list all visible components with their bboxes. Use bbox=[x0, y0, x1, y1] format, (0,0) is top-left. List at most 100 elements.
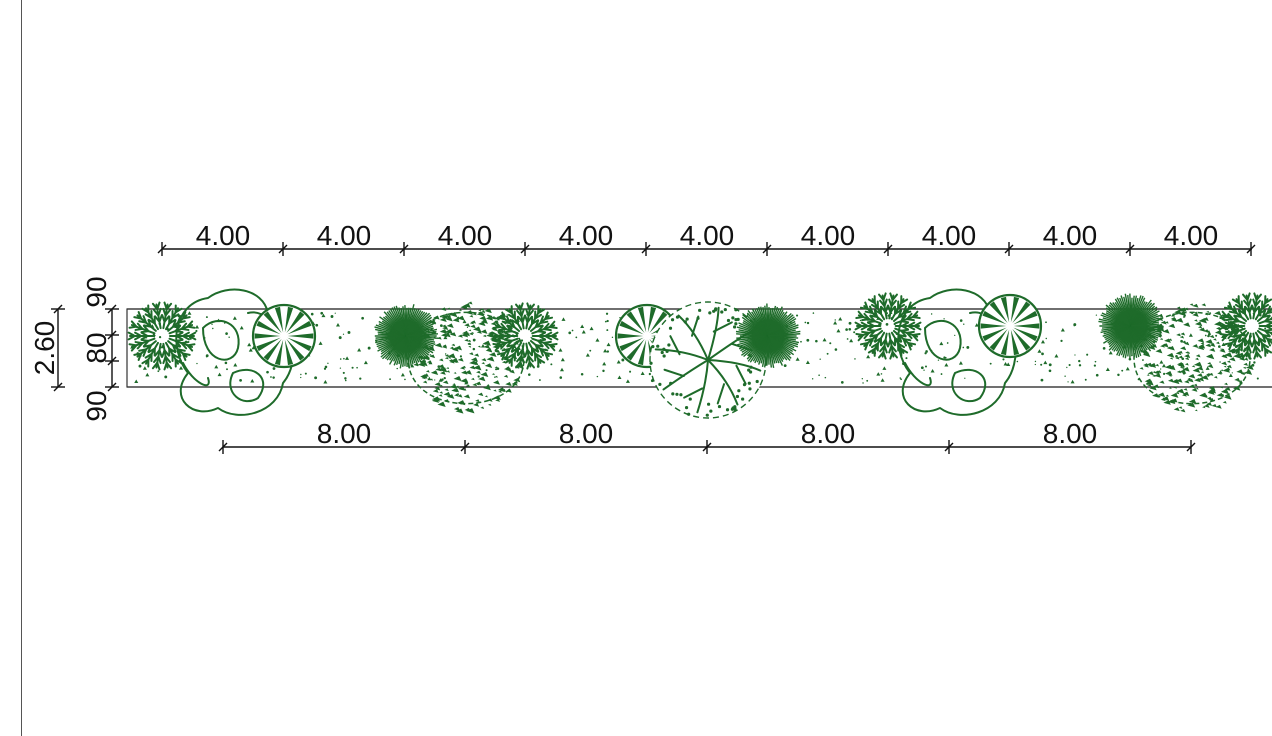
speckle bbox=[320, 311, 324, 315]
bottom-dim-label-4: 8.00 bbox=[1043, 418, 1098, 449]
top-dim-label-9: 4.00 bbox=[1164, 220, 1219, 251]
speckle bbox=[937, 359, 940, 361]
speckle bbox=[1095, 314, 1098, 316]
speckle bbox=[1228, 373, 1233, 378]
bottom-dim-tick bbox=[218, 440, 228, 454]
speckle bbox=[363, 360, 368, 365]
speckle bbox=[342, 333, 345, 335]
speckle bbox=[589, 326, 594, 331]
speckle bbox=[640, 371, 645, 375]
speckle bbox=[250, 378, 255, 383]
top-dim-label-6: 4.00 bbox=[801, 220, 856, 251]
speckle bbox=[946, 342, 949, 344]
speckle bbox=[943, 356, 946, 359]
speckle bbox=[853, 331, 856, 334]
speckle bbox=[443, 376, 446, 380]
top-dim-tick bbox=[278, 242, 288, 256]
speckle bbox=[866, 379, 869, 382]
speckle bbox=[1205, 366, 1210, 370]
speckle bbox=[811, 378, 814, 380]
speckle bbox=[1045, 337, 1048, 340]
speckle bbox=[196, 362, 198, 365]
speckle bbox=[300, 376, 302, 379]
bottom-dim-tick bbox=[702, 440, 712, 454]
speckle bbox=[347, 331, 351, 334]
speckle bbox=[845, 328, 848, 331]
speckle bbox=[1048, 369, 1052, 373]
speckle bbox=[335, 322, 340, 327]
bottom-dim-label-2: 8.00 bbox=[559, 418, 614, 449]
side-dim-segment-middle-label: 80 bbox=[81, 332, 112, 363]
speckle bbox=[224, 361, 228, 365]
speckle bbox=[805, 360, 810, 365]
plant-symbol-dense-star-shrub bbox=[1098, 293, 1163, 359]
speckle bbox=[214, 364, 219, 369]
speckle bbox=[232, 316, 237, 320]
speckle bbox=[142, 366, 147, 370]
speckle bbox=[1142, 359, 1144, 361]
speckle bbox=[923, 369, 925, 371]
speckle bbox=[580, 324, 585, 329]
speckle bbox=[396, 367, 398, 370]
speckle bbox=[443, 335, 448, 340]
speckle bbox=[345, 356, 350, 360]
speckle bbox=[1060, 339, 1063, 343]
speckle bbox=[248, 348, 253, 352]
speckle bbox=[389, 378, 391, 381]
plant-symbol-spiky-shrub bbox=[127, 301, 197, 371]
side-dim-tick bbox=[105, 304, 119, 314]
speckle bbox=[314, 376, 318, 380]
speckle bbox=[806, 321, 810, 325]
speckle bbox=[580, 372, 584, 376]
speckle bbox=[617, 375, 622, 379]
speckle bbox=[134, 379, 139, 383]
speckle bbox=[571, 329, 574, 332]
speckle bbox=[1002, 358, 1005, 361]
speckle bbox=[530, 336, 532, 339]
speckle bbox=[940, 373, 943, 375]
speckle bbox=[849, 338, 854, 343]
speckle bbox=[943, 318, 945, 320]
speckle bbox=[339, 367, 342, 369]
speckle bbox=[826, 352, 829, 355]
speckle bbox=[1180, 339, 1183, 343]
speckle bbox=[164, 375, 168, 379]
side-dim-tick bbox=[51, 304, 65, 314]
speckle bbox=[783, 364, 787, 368]
speckle bbox=[338, 336, 342, 340]
speckle bbox=[880, 373, 883, 375]
speckle bbox=[1074, 354, 1076, 356]
speckle bbox=[606, 350, 610, 353]
speckle bbox=[795, 357, 800, 361]
speckle bbox=[1060, 328, 1065, 332]
speckle bbox=[225, 332, 228, 335]
speckle bbox=[272, 367, 276, 370]
speckle bbox=[361, 316, 364, 320]
speckle bbox=[963, 323, 965, 325]
speckle bbox=[861, 378, 863, 380]
speckle bbox=[205, 316, 208, 319]
top-dim-label-1: 4.00 bbox=[196, 220, 251, 251]
top-dim-tick bbox=[762, 242, 772, 256]
speckle bbox=[939, 341, 944, 346]
speckle bbox=[212, 327, 214, 330]
speckle bbox=[506, 314, 508, 316]
speckle bbox=[1159, 360, 1164, 364]
speckle bbox=[959, 319, 963, 322]
speckle bbox=[606, 319, 609, 323]
speckle bbox=[558, 348, 563, 352]
plant-symbols bbox=[127, 288, 1272, 419]
speckle bbox=[323, 379, 328, 384]
speckle bbox=[157, 370, 160, 373]
speckle bbox=[1102, 347, 1106, 350]
speckle bbox=[270, 376, 272, 378]
speckle bbox=[477, 375, 480, 378]
speckle bbox=[962, 346, 965, 349]
speckle bbox=[605, 312, 609, 315]
speckle bbox=[1188, 333, 1193, 337]
speckle bbox=[1175, 355, 1178, 358]
speckle bbox=[1256, 377, 1259, 380]
plant-symbol-spiky-shrub bbox=[1218, 292, 1272, 360]
speckle bbox=[1093, 364, 1096, 367]
speckle bbox=[1078, 364, 1082, 367]
